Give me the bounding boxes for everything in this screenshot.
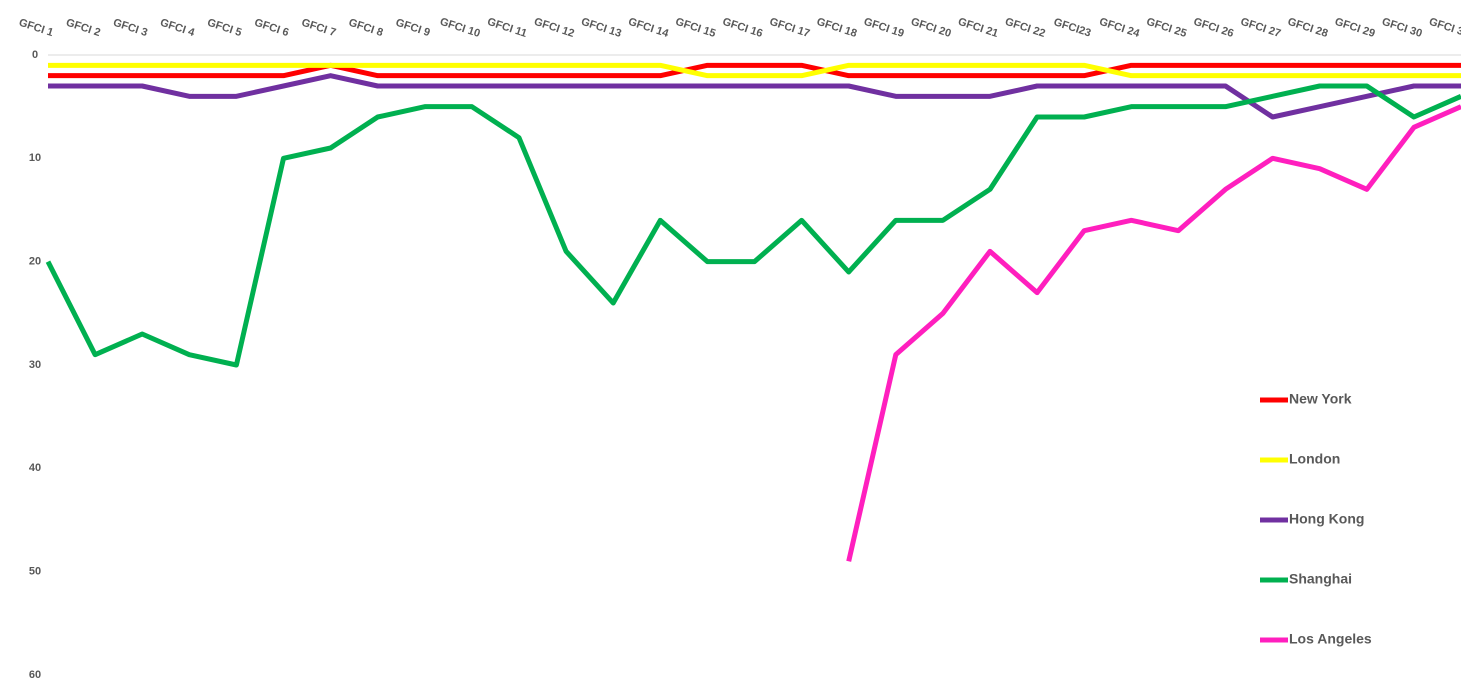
x-tick-label: GFCI 27	[1239, 16, 1282, 40]
x-tick-label: GFCI 10	[438, 16, 481, 40]
x-tick-label: GFCI 8	[347, 17, 384, 39]
x-tick-label: GFCI 3	[112, 17, 149, 39]
series-line	[48, 62, 1461, 79]
x-tick-label: GFCI 21	[956, 16, 999, 40]
x-tick-label: GFCI 14	[627, 16, 671, 41]
x-tick-label: GFCI 22	[1004, 16, 1047, 40]
x-tick-label: GFCI 17	[768, 16, 811, 40]
y-tick-label: 50	[29, 566, 41, 578]
x-tick-label: GFCI 25	[1145, 16, 1188, 40]
x-tick-label: GFCI 7	[300, 17, 337, 39]
x-tick-label: GFCI 28	[1286, 16, 1329, 40]
x-tick-label: GFCI23	[1052, 16, 1092, 39]
y-tick-label: 10	[29, 152, 41, 164]
legend-label: London	[1289, 451, 1340, 467]
x-tick-label: GFCI 12	[533, 16, 576, 40]
x-tick-label: GFCI 30	[1380, 16, 1423, 40]
x-tick-label: GFCI 9	[394, 17, 431, 39]
x-tick-label: GFCI 24	[1098, 16, 1142, 41]
x-tick-label: GFCI 1	[17, 17, 54, 39]
legend-label: Shanghai	[1289, 571, 1352, 587]
legend-label: New York	[1289, 391, 1352, 407]
series-line	[48, 62, 1461, 79]
x-tick-label: GFCI 5	[206, 17, 243, 39]
series-line	[45, 83, 1461, 368]
x-tick-label: GFCI 18	[815, 16, 858, 40]
x-tick-label: GFCI 15	[674, 16, 717, 40]
y-tick-label: 60	[29, 669, 41, 681]
x-tick-label: GFCI 26	[1192, 16, 1235, 40]
x-tick-label: GFCI 11	[486, 16, 529, 40]
x-tick-label: GFCI 13	[580, 16, 623, 40]
series-line	[48, 73, 1461, 120]
x-tick-label: GFCI 29	[1333, 16, 1376, 40]
x-tick-label: GFCI 2	[64, 17, 101, 39]
x-tick-label: GFCI 4	[159, 17, 197, 40]
series-line	[846, 104, 1461, 562]
x-tick-label: GFCI 20	[909, 16, 952, 40]
x-tick-label: GFCI 6	[253, 17, 290, 39]
x-tick-label: GFCI 31	[1427, 16, 1461, 40]
y-tick-label: 40	[29, 462, 41, 474]
x-tick-label: GFCI 16	[721, 16, 764, 40]
y-tick-label: 0	[32, 49, 38, 61]
y-tick-label: 30	[29, 359, 41, 371]
legend-label: Hong Kong	[1289, 511, 1364, 527]
legend-label: Los Angeles	[1289, 631, 1372, 647]
y-tick-label: 20	[29, 256, 41, 268]
x-tick-label: GFCI 19	[862, 16, 905, 40]
